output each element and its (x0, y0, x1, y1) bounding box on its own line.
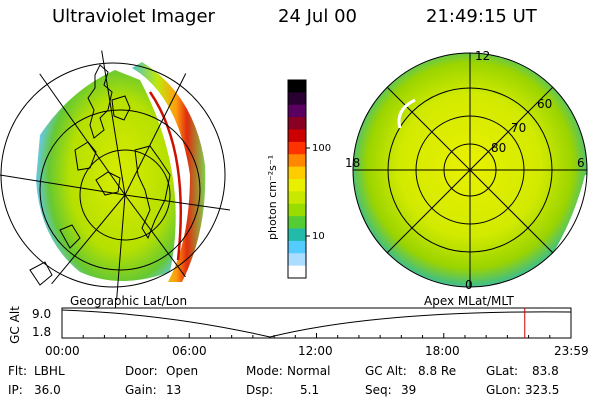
colorbar-segment (288, 228, 306, 242)
dsp-key: Dsp: (246, 383, 274, 397)
colorbar-segment (288, 191, 306, 205)
glat-key: GLat: (486, 364, 519, 378)
xtick-1: 06:00 (172, 344, 207, 358)
glon-key: GLon: (486, 383, 521, 397)
ytick-high: 9.0 (32, 307, 52, 321)
gcalt-key: GC Alt: (365, 364, 407, 378)
mlat-mlt-grid (352, 52, 588, 288)
mlt-label-12: 12 (475, 49, 490, 63)
colorbar-segment (288, 253, 306, 267)
emission-gap-right (555, 175, 600, 280)
magnetic-map: 12 18 6 0 60 70 80 (345, 49, 600, 292)
mlt-label-18: 18 (345, 156, 360, 170)
geographic-caption: Geographic Lat/Lon (70, 294, 188, 308)
small-arc-feature (397, 98, 416, 129)
xtick-0: 00:00 (45, 344, 80, 358)
auroral-arc-core (148, 91, 183, 261)
mlt-label-0: 0 (465, 278, 473, 292)
coastlines (29, 64, 171, 286)
colorbar-segment (288, 179, 306, 192)
door-value: Open (166, 364, 199, 378)
colorbar-tick-100: 100 (312, 143, 331, 154)
gcalt-value: 8.8 Re (418, 364, 457, 378)
mode-value: Normal (287, 364, 331, 378)
colorbar-segment (288, 92, 306, 106)
xtick-4: 23:59 (554, 344, 589, 358)
auroral-emission-left (36, 70, 176, 281)
image-title: Ultraviolet Imager (52, 6, 215, 27)
colorbar-frame (287, 79, 307, 279)
image-time: 21:49:15 UT (426, 6, 537, 27)
colorbar-label: photon cm⁻²s⁻¹ (266, 155, 279, 240)
colorbar-tick-10: 10 (312, 231, 325, 242)
lat-label-60: 60 (537, 97, 552, 111)
gain-key: Gain: (125, 383, 157, 397)
ip-key: IP: (8, 383, 23, 397)
ytick-low: 1.8 (32, 325, 52, 339)
colorbar-segment (288, 240, 306, 254)
xtick-3: 18:00 (425, 344, 460, 358)
mode-key: Mode: (246, 364, 283, 378)
dsp-value: 5.1 (300, 383, 320, 397)
timeline-ylabel: GC Alt (7, 306, 22, 344)
colorbar-segment (288, 216, 306, 230)
lat-label-80: 80 (491, 141, 506, 155)
lat-label-70: 70 (511, 121, 526, 135)
colorbar-segment (288, 166, 306, 180)
auroral-oval-arc (132, 62, 206, 282)
colorbar-segment (288, 265, 306, 279)
flt-key: Flt: (8, 364, 27, 378)
gain-value: 13 (166, 383, 182, 397)
apex-caption: Apex MLat/MLT (424, 294, 514, 308)
colorbar-segment (288, 117, 306, 131)
colorbar-segment (288, 203, 306, 217)
colorbar-segment (288, 129, 306, 143)
glat-value: 83.8 (532, 364, 559, 378)
mlt-label-6: 6 (577, 156, 585, 170)
flt-value: LBHL (34, 364, 65, 378)
altitude-curve (61, 309, 572, 338)
seq-value: 39 (401, 383, 417, 397)
ip-value: 36.0 (34, 383, 61, 397)
colorbar (287, 79, 310, 279)
seq-key: Seq: (365, 383, 392, 397)
altitude-timeline (61, 307, 572, 339)
colorbar-segment (288, 154, 306, 168)
glon-value: 323.5 (525, 383, 560, 397)
geographic-map (0, 50, 231, 300)
xtick-2: 12:00 (298, 344, 333, 358)
colorbar-segment (288, 104, 306, 118)
colorbar-segment (288, 80, 306, 93)
door-key: Door: (125, 364, 158, 378)
colorbar-segment (288, 141, 306, 155)
image-date: 24 Jul 00 (278, 6, 357, 27)
